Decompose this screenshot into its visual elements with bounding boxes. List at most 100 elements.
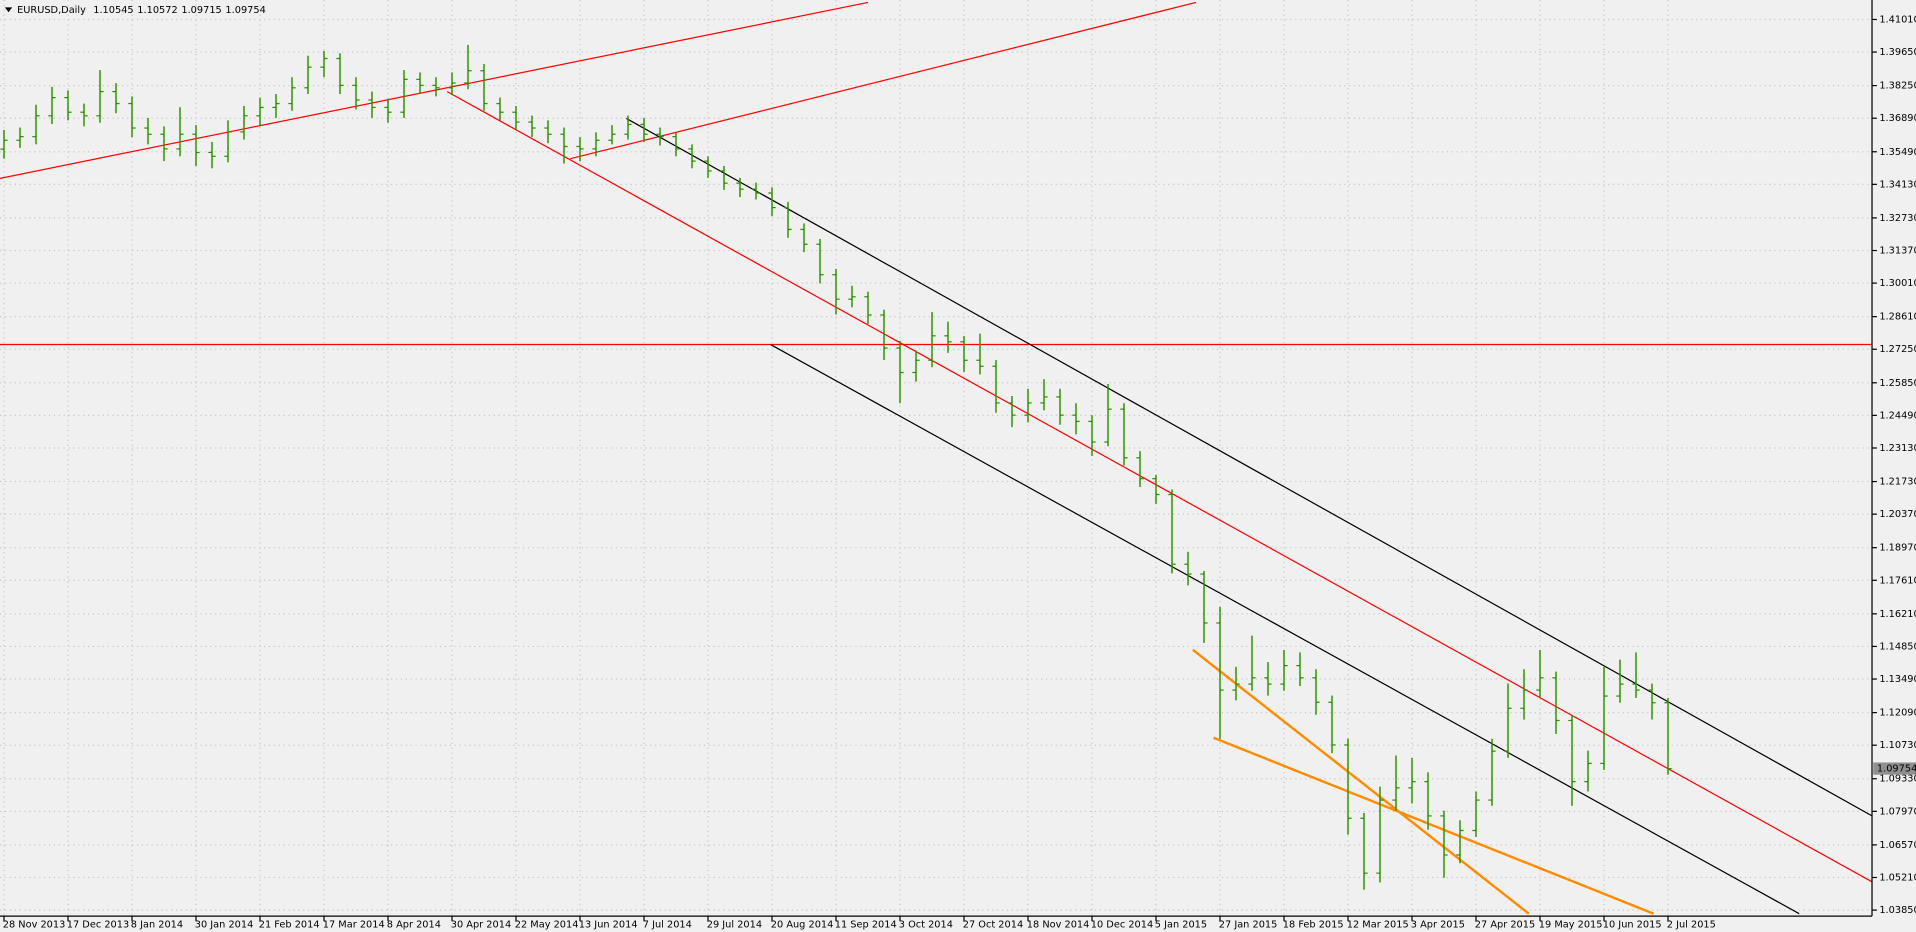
ohlc-bar xyxy=(272,93,280,118)
y-tick-label: 1.36890 xyxy=(1879,113,1916,124)
ohlc-bar xyxy=(656,127,664,146)
x-tick-label: 2 Jul 2015 xyxy=(1667,920,1716,931)
ohlc-bar xyxy=(160,126,168,162)
x-tick-label: 27 Apr 2015 xyxy=(1475,920,1535,931)
ohlc-bar xyxy=(944,321,952,353)
ohlc-bar xyxy=(1504,683,1512,758)
ohlc-bar xyxy=(176,107,184,157)
ohlc-bar xyxy=(1600,666,1608,770)
ohlc-bar xyxy=(64,90,72,121)
trend-line xyxy=(626,117,1873,817)
y-tick-label: 1.28610 xyxy=(1879,312,1916,323)
ohlc-bar xyxy=(1072,403,1080,435)
ohlc-bar xyxy=(336,53,344,94)
x-tick-label: 3 Apr 2015 xyxy=(1411,920,1465,931)
trend-line xyxy=(1213,736,1655,915)
y-tick-label: 1.21730 xyxy=(1879,477,1916,488)
ohlc-bar xyxy=(1312,669,1320,715)
x-tick-label: 8 Apr 2014 xyxy=(387,920,441,931)
plot-area xyxy=(0,1,1873,915)
ohlc-bar xyxy=(960,336,968,373)
ohlc-bar xyxy=(608,125,616,145)
ohlc-bar xyxy=(720,165,728,190)
x-tick-label: 18 Feb 2015 xyxy=(1283,920,1344,931)
ohlc-bar xyxy=(832,268,840,315)
ohlc-bar xyxy=(1152,475,1160,504)
x-tick-label: 3 Oct 2014 xyxy=(899,920,953,931)
ohlc-bar xyxy=(864,291,872,325)
ohlc-bar xyxy=(528,115,536,138)
ohlc-bar xyxy=(576,137,584,162)
x-tick-label: 27 Oct 2014 xyxy=(963,920,1023,931)
ohlc-bar xyxy=(1568,714,1576,806)
ohlc-bar xyxy=(1440,810,1448,878)
y-tick-label: 1.34130 xyxy=(1879,179,1916,190)
ohlc-bar xyxy=(928,312,936,368)
x-tick-label: 22 May 2014 xyxy=(515,920,579,931)
symbol: EURUSD,Daily xyxy=(17,5,86,16)
header-open: 1.10545 xyxy=(93,5,133,16)
ohlc-bar xyxy=(1248,635,1256,691)
ohlc-bar xyxy=(352,77,360,110)
menu-triangle[interactable] xyxy=(4,7,13,13)
ohlc-bar xyxy=(1296,652,1304,686)
y-tick-label: 1.10730 xyxy=(1879,740,1916,751)
ohlc-bar xyxy=(1216,606,1224,739)
ohlc-bar xyxy=(320,50,328,78)
x-tick-label: 5 Jan 2015 xyxy=(1155,920,1207,931)
ohlc-bar xyxy=(512,105,520,130)
header-text: EURUSD,Daily 1.10545 1.10572 1.09715 1.09754 xyxy=(17,5,266,16)
ohlc-bar xyxy=(1040,379,1048,411)
ohlc-bar xyxy=(784,201,792,238)
ohlc-bar xyxy=(1520,669,1528,720)
ohlc-bar xyxy=(0,129,8,159)
y-tick-label: 1.32730 xyxy=(1879,213,1916,224)
ohlc-bar xyxy=(736,177,744,198)
ohlc-bar xyxy=(672,132,680,157)
x-tick-label: 30 Apr 2014 xyxy=(451,920,511,931)
x-tick-label: 12 Mar 2015 xyxy=(1347,920,1409,931)
ohlc-bar xyxy=(848,285,856,308)
ohlc-bar xyxy=(96,70,104,123)
last-price-box xyxy=(1873,762,1916,775)
ohlc-bar xyxy=(448,72,456,96)
ohlc-bar xyxy=(1632,652,1640,698)
y-tick-label: 1.35490 xyxy=(1879,147,1916,158)
x-tick-label: 28 Nov 2013 xyxy=(3,920,66,931)
y-tick-label: 1.20370 xyxy=(1879,509,1916,520)
ohlc-bar xyxy=(432,77,440,97)
trend-line xyxy=(1192,648,1530,915)
y-tick-label: 1.31370 xyxy=(1879,246,1916,257)
y-tick-label: 1.17610 xyxy=(1879,575,1916,586)
trend-line xyxy=(0,1,869,179)
ohlc-bar xyxy=(304,55,312,94)
ohlc-bar xyxy=(240,105,248,140)
y-tick-label: 1.09330 xyxy=(1879,774,1916,785)
ohlc-bar xyxy=(768,187,776,217)
y-tick-label: 1.25850 xyxy=(1879,378,1916,389)
x-tick-label: 11 Sep 2014 xyxy=(835,920,897,931)
ohlc-bar xyxy=(1392,755,1400,811)
y-tick-label: 1.18970 xyxy=(1879,543,1916,554)
ohlc-bar xyxy=(1056,388,1064,425)
ohlc-bar xyxy=(1264,662,1272,696)
y-tick-label: 1.23130 xyxy=(1879,443,1916,454)
ohlc-bar xyxy=(1376,786,1384,883)
ohlc-bar xyxy=(1088,415,1096,456)
ohlc-bar xyxy=(1584,750,1592,792)
header-low: 1.09715 xyxy=(181,5,221,16)
ohlc-bar xyxy=(1488,738,1496,806)
ohlc-bar xyxy=(560,127,568,164)
y-tick-label: 1.39650 xyxy=(1879,47,1916,58)
ohlc-bar xyxy=(1648,683,1656,720)
ohlc-bar xyxy=(256,97,264,126)
ohlc-bar xyxy=(1344,738,1352,835)
ohlc-bar xyxy=(288,77,296,111)
ohlc-bar xyxy=(128,96,136,138)
x-tick-label: 10 Jun 2015 xyxy=(1603,920,1662,931)
ohlc-bar xyxy=(144,117,152,145)
ohlc-bar xyxy=(1136,451,1144,488)
